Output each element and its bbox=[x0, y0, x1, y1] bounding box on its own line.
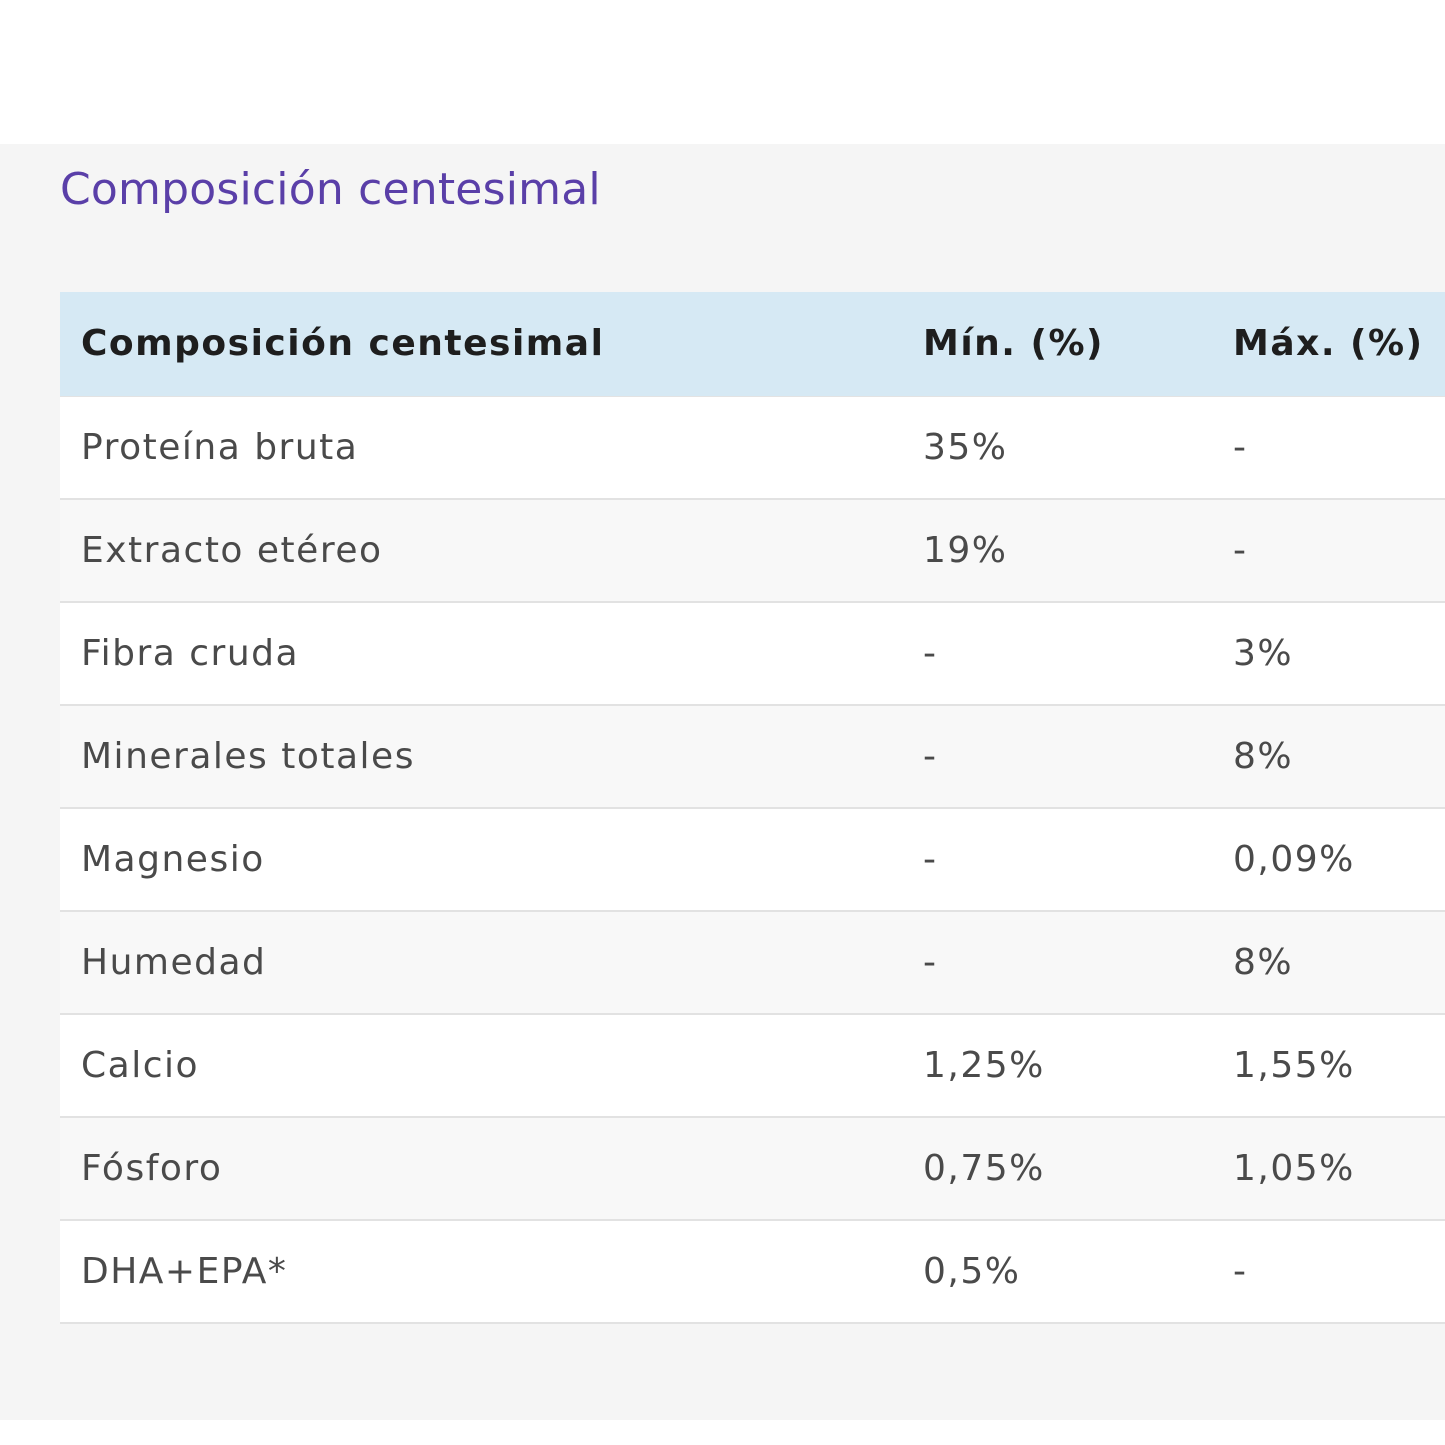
row-max: 0,09% bbox=[1212, 808, 1445, 912]
header-max: Máx. (%) bbox=[1212, 292, 1445, 397]
row-min: 1,25% bbox=[902, 1014, 1212, 1118]
row-max: 3% bbox=[1212, 602, 1445, 706]
row-min: - bbox=[902, 705, 1212, 809]
row-min: - bbox=[902, 602, 1212, 706]
composition-table: Composición centesimal Mín. (%) Máx. (%)… bbox=[60, 292, 1445, 1324]
row-max: - bbox=[1212, 396, 1445, 500]
row-max: 8% bbox=[1212, 705, 1445, 809]
header-composition: Composición centesimal bbox=[60, 292, 902, 397]
row-min: 35% bbox=[902, 396, 1212, 500]
header-min: Mín. (%) bbox=[902, 292, 1212, 397]
row-label: Magnesio bbox=[60, 808, 902, 912]
table-row: Humedad - 8% bbox=[60, 911, 1445, 1015]
row-label: Minerales totales bbox=[60, 705, 902, 809]
table-row: Fibra cruda - 3% bbox=[60, 602, 1445, 706]
row-min: 0,75% bbox=[902, 1117, 1212, 1221]
table-row: Minerales totales - 8% bbox=[60, 705, 1445, 809]
row-max: - bbox=[1212, 1220, 1445, 1324]
row-max: 8% bbox=[1212, 911, 1445, 1015]
table-header-row: Composición centesimal Mín. (%) Máx. (%) bbox=[60, 292, 1445, 397]
row-min: 0,5% bbox=[902, 1220, 1212, 1324]
row-label: DHA+EPA* bbox=[60, 1220, 902, 1324]
row-label: Fibra cruda bbox=[60, 602, 902, 706]
row-min: 19% bbox=[902, 499, 1212, 603]
row-max: - bbox=[1212, 499, 1445, 603]
table-row: Proteína bruta 35% - bbox=[60, 396, 1445, 500]
row-label: Proteína bruta bbox=[60, 396, 902, 500]
table-row: Calcio 1,25% 1,55% bbox=[60, 1014, 1445, 1118]
section-title: Composición centesimal bbox=[60, 164, 601, 215]
row-label: Extracto etéreo bbox=[60, 499, 902, 603]
row-max: 1,55% bbox=[1212, 1014, 1445, 1118]
table-row: Extracto etéreo 19% - bbox=[60, 499, 1445, 603]
row-min: - bbox=[902, 911, 1212, 1015]
table-row: DHA+EPA* 0,5% - bbox=[60, 1220, 1445, 1324]
table-row: Fósforo 0,75% 1,05% bbox=[60, 1117, 1445, 1221]
row-max: 1,05% bbox=[1212, 1117, 1445, 1221]
row-label: Humedad bbox=[60, 911, 902, 1015]
table-row: Magnesio - 0,09% bbox=[60, 808, 1445, 912]
composition-panel: Composición centesimal Composición cente… bbox=[0, 144, 1445, 1420]
row-min: - bbox=[902, 808, 1212, 912]
row-label: Fósforo bbox=[60, 1117, 902, 1221]
row-label: Calcio bbox=[60, 1014, 902, 1118]
